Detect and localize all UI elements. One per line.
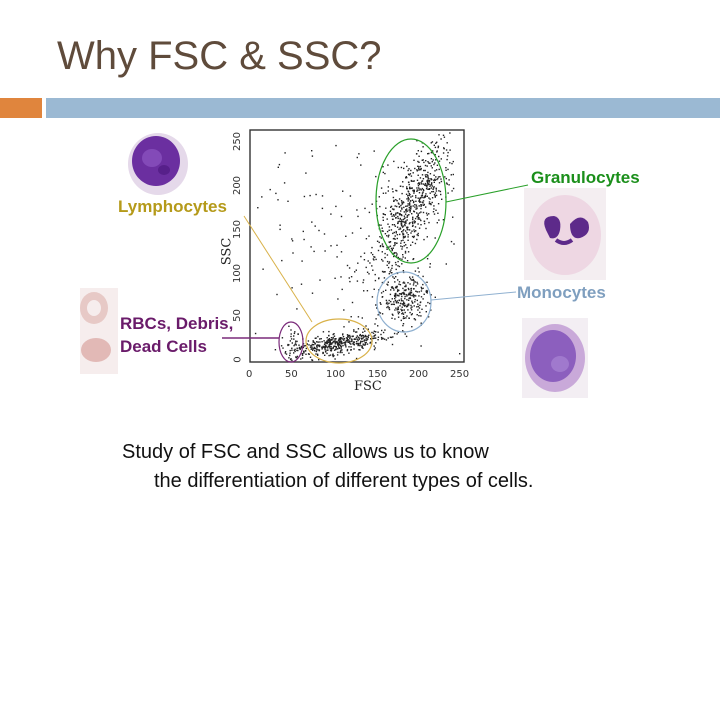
accent-bar-blue <box>46 98 720 118</box>
x-tick: 200 <box>409 369 429 380</box>
y-tick: 150 <box>232 219 244 240</box>
lymphocyte-leader <box>243 215 313 323</box>
slide-title: Why FSC & SSC? <box>57 34 382 78</box>
lymphocytes-label: Lymphocytes <box>118 197 227 216</box>
y-tick: 0 <box>232 356 244 363</box>
x-tick: 250 <box>450 369 470 380</box>
caption-line-2: the differentiation of different types o… <box>154 470 534 492</box>
x-tick: 50 <box>285 369 298 380</box>
rbc-cell-image <box>80 288 118 374</box>
monocyte-leader <box>430 291 517 301</box>
accent-bar-orange <box>0 98 42 118</box>
rbcs-label-line2: Dead Cells <box>120 337 207 356</box>
granulocytes-label: Granulocytes <box>531 168 640 187</box>
x-tick: 150 <box>368 369 388 380</box>
y-tick: 50 <box>231 309 243 322</box>
granulocyte-leader <box>445 184 529 203</box>
monocytes-label: Monocytes <box>517 283 606 302</box>
fsc-ssc-scatter-plot <box>222 129 529 364</box>
y-axis-label: SSC <box>219 237 235 266</box>
caption-line-1: Study of FSC and SSC allows us to know <box>122 441 489 463</box>
x-axis-label: FSC <box>354 379 382 394</box>
plot-frame <box>249 129 465 363</box>
rbcs-label-line1: RBCs, Debris, <box>120 314 234 333</box>
x-tick: 0 <box>246 369 253 380</box>
monocyte-gate <box>376 271 432 333</box>
y-tick: 100 <box>232 263 244 284</box>
lymphocyte-gate <box>305 318 373 364</box>
granulocyte-gate <box>375 138 447 264</box>
caption: Study of FSC and SSC allows us to know t… <box>122 438 682 496</box>
monocyte-cell-image <box>522 318 588 398</box>
rbc-gate <box>278 321 304 363</box>
y-tick: 250 <box>232 131 244 152</box>
granulocyte-cell-image <box>524 188 606 280</box>
lymphocyte-cell-image <box>128 133 188 195</box>
event-dots <box>254 132 461 362</box>
x-tick: 100 <box>326 369 346 380</box>
y-tick: 200 <box>232 175 244 196</box>
